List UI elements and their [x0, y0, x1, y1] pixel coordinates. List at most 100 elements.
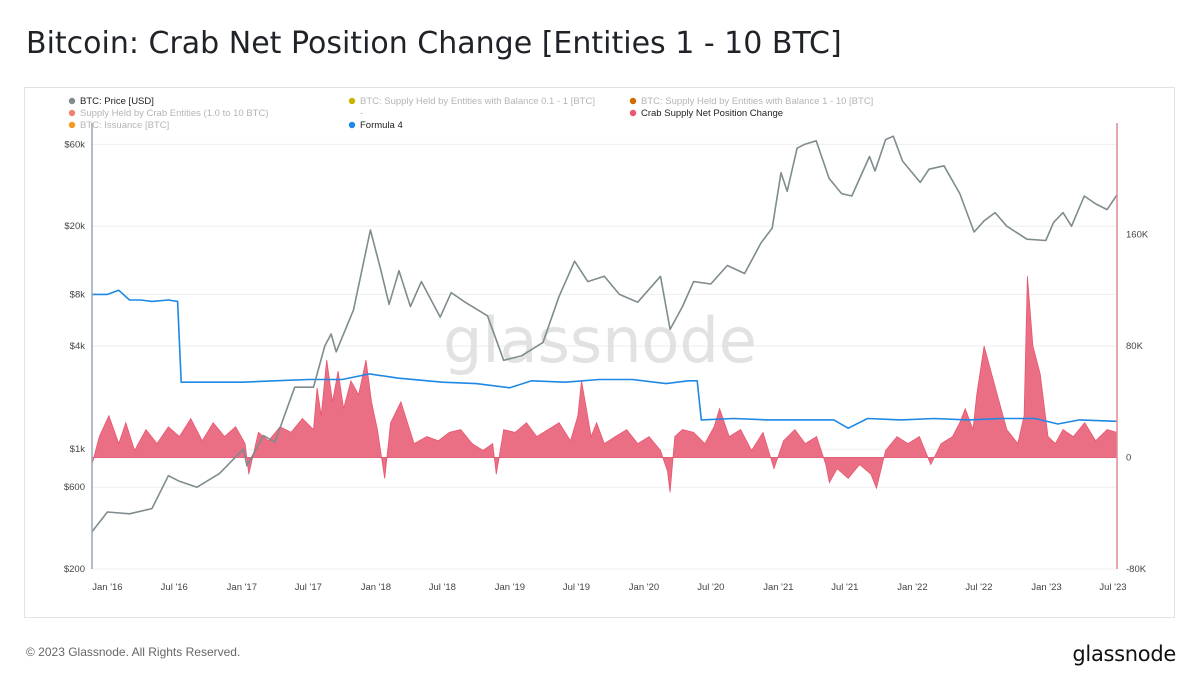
formula-4-point [1057, 423, 1058, 424]
right-axis-ticks: -80K 0 80K 160K [1126, 230, 1149, 576]
brand-logo[interactable]: glassnode [1072, 642, 1176, 666]
crab-point [714, 426, 715, 427]
btc-price-point [885, 139, 886, 140]
btc-price-point [828, 178, 829, 179]
btc-price-point [380, 270, 381, 271]
legend-label: Formula 4 [360, 120, 403, 131]
crab-point [976, 394, 977, 395]
crab-point [837, 468, 838, 469]
btc-price-point [874, 170, 875, 171]
crab-point [876, 488, 877, 489]
axes [91, 123, 1118, 569]
legend-item[interactable]: BTC: Price [USD] [68, 96, 154, 107]
btc-price-point [780, 172, 781, 173]
btc-price-point [487, 315, 488, 316]
legend-marker [348, 121, 356, 129]
crab-point [674, 436, 675, 437]
copyright: © 2023 Glassnode. All Rights Reserved. [26, 645, 241, 659]
formula-4-point [848, 428, 849, 429]
x-tick-label: Jul '22 [965, 582, 992, 593]
crab-point [438, 440, 439, 441]
crab-point [317, 387, 318, 388]
formula-4-point [900, 419, 901, 420]
crab-point [805, 443, 806, 444]
formula-4-point [168, 299, 169, 300]
btc-price-point [451, 292, 452, 293]
btc-price-point [637, 302, 638, 303]
btc-price-point [559, 296, 560, 297]
formula-4-point [509, 387, 510, 388]
legend-label: Crab Supply Net Position Change [641, 108, 783, 119]
btc-price-point [465, 302, 466, 303]
crab-point [514, 432, 515, 433]
crab-point [384, 478, 385, 479]
left-tick-label: $60k [64, 139, 85, 150]
crab-point [783, 440, 784, 441]
legend-marker [629, 97, 637, 105]
x-axis-ticks: Jan '16 Jul '16 Jan '17 Jul '17 Jan '18 Jul '… [92, 582, 1126, 593]
crab-point [604, 443, 605, 444]
formula-4-line [92, 289, 1118, 429]
crab-point [559, 422, 560, 423]
formula-4-point [867, 418, 868, 419]
btc-price-point [893, 136, 894, 137]
crab-point [704, 443, 705, 444]
crab-point [859, 464, 860, 465]
btc-price-point [294, 387, 295, 388]
btc-price-point [151, 508, 152, 509]
crab-point [816, 436, 817, 437]
x-tick-label: Jul '20 [697, 582, 724, 593]
crab-point [202, 440, 203, 441]
crab-point [400, 401, 401, 402]
crab-point [1006, 429, 1007, 430]
crab-point [995, 387, 996, 388]
crab-point [952, 436, 953, 437]
formula-4-point [181, 382, 182, 383]
btc-price-point [574, 261, 575, 262]
legend-item[interactable]: - [360, 108, 363, 119]
legend-item[interactable]: BTC: Issuance [BTC] [68, 120, 169, 131]
crab-point [773, 468, 774, 469]
btc-price-point [398, 270, 399, 271]
btc-price-point [440, 316, 441, 317]
crab-point [870, 474, 871, 475]
crab-point [1032, 345, 1033, 346]
legend-item[interactable]: Crab Supply Net Position Change [629, 108, 783, 119]
crab-point [615, 436, 616, 437]
legend-item[interactable]: BTC: Supply Held by Entities with Balanc… [348, 96, 595, 107]
crab-point [1040, 373, 1041, 374]
x-tick-label: Jan '21 [763, 582, 793, 593]
legend-label: - [360, 108, 363, 119]
crab-point [224, 436, 225, 437]
crab-point [125, 422, 126, 423]
x-tick-label: Jan '17 [227, 582, 257, 593]
crab-point [343, 408, 344, 409]
formula-4-point [934, 418, 935, 419]
legend-item[interactable]: BTC: Supply Held by Entities with Balanc… [629, 96, 874, 107]
formula-4-point [341, 379, 342, 380]
formula-4-point [177, 301, 178, 302]
btc-price-point [902, 160, 903, 161]
btc-price-point [521, 355, 522, 356]
btc-price-point [744, 273, 745, 274]
crab-point [413, 443, 414, 444]
crab-point [449, 432, 450, 433]
legend-item[interactable]: Supply Held by Crab Entities (1.0 to 10 … [68, 108, 269, 119]
crab-point [825, 464, 826, 465]
crab-point [719, 408, 720, 409]
formula-4-point [118, 290, 119, 291]
grid-lines [92, 143, 1117, 570]
btc-price-point [263, 435, 264, 436]
left-tick-label: $20k [64, 221, 85, 232]
btc-price-series [91, 135, 1118, 533]
legend-label: Supply Held by Crab Entities (1.0 to 10 … [80, 108, 269, 119]
crab-point [190, 418, 191, 419]
crab-point [637, 443, 638, 444]
page-title: Bitcoin: Crab Net Position Change [Entit… [26, 26, 842, 61]
btc-price-point [274, 441, 275, 442]
crab-point [108, 415, 109, 416]
formula-4-point [665, 383, 666, 384]
legend-item[interactable]: Formula 4 [348, 120, 403, 131]
btc-price-point [336, 351, 337, 352]
